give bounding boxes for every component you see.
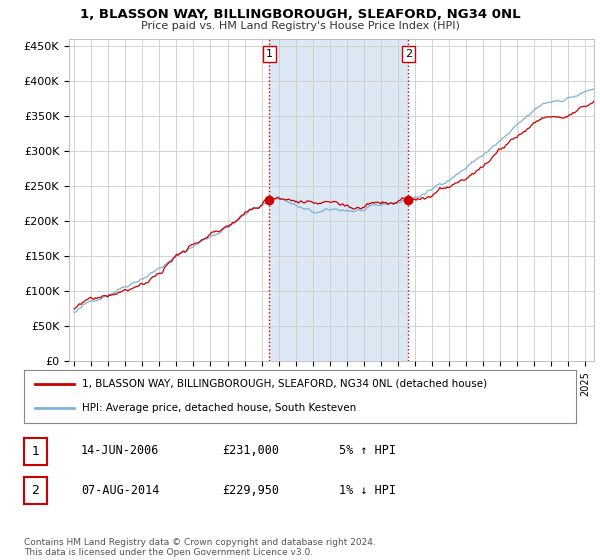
- Text: 14-JUN-2006: 14-JUN-2006: [81, 444, 160, 458]
- Text: Contains HM Land Registry data © Crown copyright and database right 2024.
This d: Contains HM Land Registry data © Crown c…: [24, 538, 376, 557]
- Text: 2: 2: [404, 49, 412, 59]
- Text: Price paid vs. HM Land Registry's House Price Index (HPI): Price paid vs. HM Land Registry's House …: [140, 21, 460, 31]
- Text: £229,950: £229,950: [222, 483, 279, 497]
- Text: 5% ↑ HPI: 5% ↑ HPI: [339, 444, 396, 458]
- Bar: [269, 39, 408, 361]
- Text: HPI: Average price, detached house, South Kesteven: HPI: Average price, detached house, Sout…: [82, 403, 356, 413]
- Text: 07-AUG-2014: 07-AUG-2014: [81, 483, 160, 497]
- Text: 1: 1: [31, 445, 40, 458]
- Text: £231,000: £231,000: [222, 444, 279, 458]
- Text: 1, BLASSON WAY, BILLINGBOROUGH, SLEAFORD, NG34 0NL: 1, BLASSON WAY, BILLINGBOROUGH, SLEAFORD…: [80, 8, 520, 21]
- Text: 2: 2: [31, 484, 40, 497]
- Text: 1% ↓ HPI: 1% ↓ HPI: [339, 483, 396, 497]
- Text: 1: 1: [266, 49, 273, 59]
- Text: 1, BLASSON WAY, BILLINGBOROUGH, SLEAFORD, NG34 0NL (detached house): 1, BLASSON WAY, BILLINGBOROUGH, SLEAFORD…: [82, 379, 487, 389]
